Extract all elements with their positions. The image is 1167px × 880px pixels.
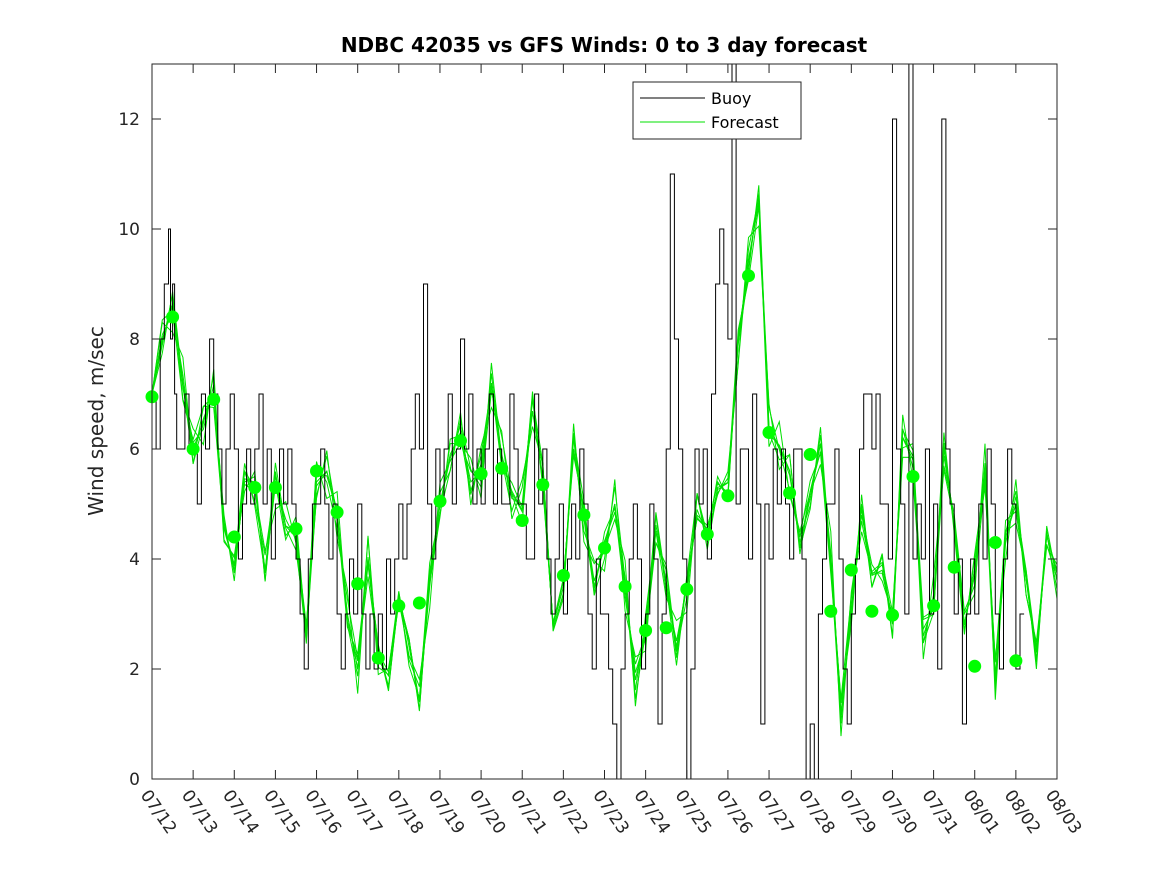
analysis-point bbox=[783, 486, 797, 500]
analysis-points-layer bbox=[145, 269, 1023, 673]
chart-title: NDBC 42035 vs GFS Winds: 0 to 3 day fore… bbox=[341, 33, 868, 57]
analysis-point bbox=[742, 269, 755, 283]
y-tick-label: 8 bbox=[129, 330, 140, 350]
analysis-point bbox=[515, 514, 529, 527]
analysis-point bbox=[659, 621, 673, 635]
analysis-point bbox=[598, 541, 611, 555]
analysis-point bbox=[1009, 654, 1023, 668]
analysis-point bbox=[289, 522, 303, 536]
analysis-point bbox=[844, 563, 858, 577]
analysis-point bbox=[495, 461, 509, 475]
legend-box bbox=[632, 81, 802, 140]
analysis-point bbox=[700, 527, 714, 541]
analysis-point bbox=[865, 604, 879, 618]
legend-forecast-label: Forecast bbox=[711, 113, 779, 132]
legend: Buoy Forecast bbox=[632, 81, 802, 140]
legend-buoy-label: Buoy bbox=[711, 89, 751, 108]
analysis-point bbox=[207, 393, 221, 406]
analysis-point bbox=[803, 448, 817, 461]
analysis-point bbox=[412, 596, 426, 610]
analysis-point bbox=[680, 582, 694, 596]
analysis-point bbox=[762, 426, 776, 439]
y-tick-label: 0 bbox=[129, 770, 140, 790]
analysis-point bbox=[371, 651, 385, 665]
analysis-point bbox=[186, 442, 200, 456]
analysis-point bbox=[988, 536, 1002, 549]
series-layer bbox=[152, 64, 1057, 779]
analysis-point bbox=[906, 470, 920, 483]
analysis-point bbox=[556, 569, 570, 582]
y-tick-label: 10 bbox=[118, 220, 140, 240]
y-tick-label: 4 bbox=[129, 550, 140, 570]
analysis-point bbox=[474, 467, 488, 481]
analysis-point bbox=[227, 530, 241, 544]
analysis-point bbox=[433, 494, 447, 508]
analysis-point bbox=[454, 434, 467, 448]
y-tick-label: 2 bbox=[129, 660, 140, 680]
analysis-point bbox=[824, 604, 838, 618]
analysis-point bbox=[330, 505, 344, 519]
analysis-point bbox=[577, 508, 591, 522]
analysis-point bbox=[721, 489, 735, 503]
y-tick-label: 6 bbox=[129, 440, 140, 460]
analysis-point bbox=[618, 580, 632, 593]
analysis-point bbox=[351, 577, 365, 591]
analysis-point bbox=[927, 599, 941, 613]
y-tick-label: 12 bbox=[118, 110, 140, 130]
analysis-point bbox=[166, 310, 180, 324]
y-axis: 0 2 4 6 8 10 12 bbox=[118, 110, 1057, 790]
analysis-point bbox=[310, 464, 323, 478]
analysis-point bbox=[392, 599, 406, 613]
analysis-point bbox=[886, 608, 899, 622]
y-axis-label: Wind speed, m/sec bbox=[84, 326, 108, 516]
analysis-point bbox=[968, 659, 982, 673]
analysis-point bbox=[639, 624, 653, 637]
analysis-point bbox=[947, 560, 961, 574]
analysis-point bbox=[536, 478, 550, 492]
buoy-series-line bbox=[152, 64, 1025, 779]
analysis-point bbox=[268, 481, 282, 494]
analysis-point bbox=[248, 481, 262, 494]
